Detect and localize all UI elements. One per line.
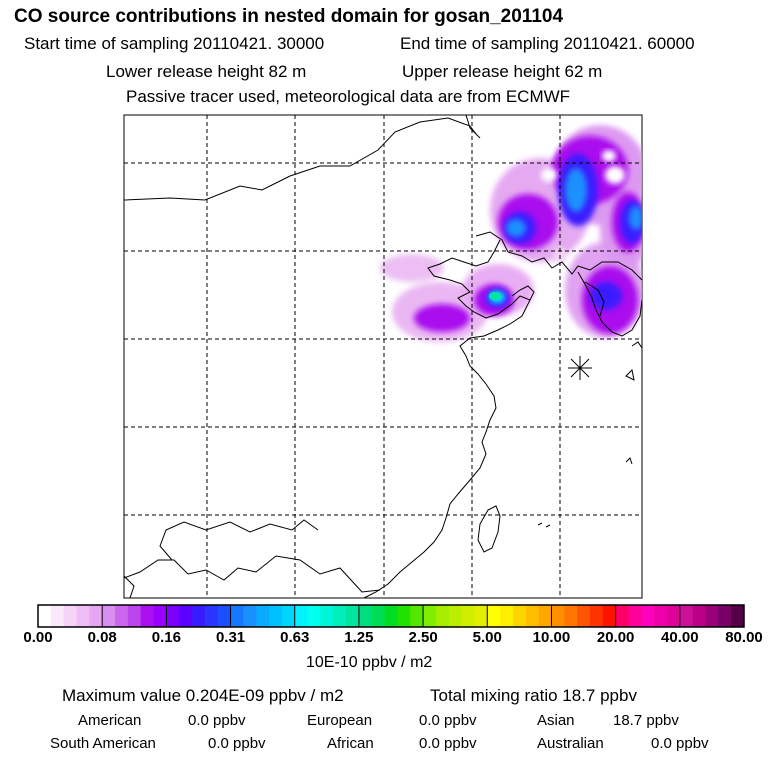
colorbar-cell: [384, 605, 398, 627]
colorbar-cell: [474, 605, 488, 627]
colorbar-tick-label: 10.00: [532, 629, 571, 646]
colorbar-cell: [115, 605, 129, 627]
colorbar-cell: [269, 605, 283, 627]
colorbar-cell: [192, 605, 206, 627]
colorbar-cell: [589, 605, 604, 627]
colorbar-tick-label: 0.16: [151, 629, 181, 646]
colorbar-cell: [500, 605, 514, 627]
colorbar-cell: [551, 605, 565, 627]
colorbar-tick-label: 2.50: [408, 629, 438, 646]
colorbar-cell: [217, 605, 231, 627]
colorbar-cell: [179, 605, 193, 627]
region-name: Australian: [537, 735, 604, 752]
region-value: 0.0 ppbv: [419, 735, 477, 752]
start-sampling-time: Start time of sampling 20110421. 30000: [24, 34, 325, 53]
colorbar-cell: [397, 605, 411, 627]
colorbar-tick-label: 1.25: [344, 629, 374, 646]
colorbar-cell: [435, 605, 450, 627]
region-value: 0.0 ppbv: [188, 712, 246, 729]
colorbar-cell: [166, 605, 180, 627]
colorbar-cell: [448, 605, 462, 627]
colorbar-cell: [654, 605, 668, 627]
colorbar-cell: [692, 605, 706, 627]
colorbar-cell: [602, 605, 617, 627]
region-name: American: [78, 712, 142, 729]
colorbar-cell: [538, 605, 552, 627]
taiwan-island: [477, 505, 501, 553]
coastlines: [124, 115, 642, 598]
colorbar-cell: [615, 605, 629, 627]
lower-release-height: Lower release height 82 m: [106, 62, 307, 81]
colorbar-cell: [153, 605, 167, 627]
colorbar: [37, 604, 745, 628]
colorbar-cell: [512, 605, 527, 627]
colorbar-tick-label: 0.08: [87, 629, 117, 646]
tracer-note: Passive tracer used, meteorological data…: [126, 87, 571, 106]
colorbar-unit: 10E-10 ppbv / m2: [306, 654, 433, 671]
colorbar-cell: [320, 605, 334, 627]
region-value: 0.0 ppbv: [651, 735, 709, 752]
colorbar-cell: [731, 605, 745, 627]
star-marker: [568, 356, 592, 380]
upper-release-height: Upper release height 62 m: [402, 62, 603, 81]
colorbar-cell: [307, 605, 321, 627]
colorbar-cell: [294, 605, 308, 627]
colorbar-tick-label: 80.00: [725, 629, 763, 646]
colorbar-frame: [37, 604, 745, 628]
lat-lon-grid: [124, 115, 642, 598]
colorbar-cell: [230, 605, 244, 627]
colorbar-tick-label: 5.00: [472, 629, 502, 646]
colorbar-cell: [281, 605, 296, 627]
colorbar-cell: [63, 605, 77, 627]
colorbar-cell: [89, 605, 103, 627]
region-value: 0.0 ppbv: [208, 735, 266, 752]
colorbar-cell: [371, 605, 385, 627]
region-value: 18.7 ppbv: [613, 712, 679, 729]
colorbar-cell: [577, 605, 591, 627]
plot-title: CO source contributions in nested domain…: [14, 6, 564, 27]
colorbar-tick-label: 0.31: [215, 629, 246, 646]
maximum-value: Maximum value 0.204E-09 ppbv / m2: [62, 686, 344, 705]
colorbar-cell: [461, 605, 475, 627]
region-name: African: [327, 735, 374, 752]
colorbar-cell: [346, 605, 360, 627]
colorbar-cell: [718, 605, 732, 627]
colorbar-cell: [243, 605, 257, 627]
colorbar-cell: [358, 605, 373, 627]
colorbar-cell: [256, 605, 270, 627]
colorbar-cell: [641, 605, 655, 627]
colorbar-cell: [410, 605, 424, 627]
island-fragments: [537, 341, 642, 528]
colorbar-cell: [50, 605, 65, 627]
region-name: European: [307, 712, 373, 729]
colorbar-cell: [333, 605, 347, 627]
colorbar-cell: [628, 605, 642, 627]
colorbar-cell: [76, 605, 90, 627]
colorbar-cell: [705, 605, 719, 627]
colorbar-cell: [204, 605, 219, 627]
region-name: South American: [50, 735, 156, 752]
colorbar-cell: [525, 605, 540, 627]
colorbar-cell: [487, 605, 501, 627]
colorbar-cell: [140, 605, 154, 627]
colorbar-cell: [127, 605, 142, 627]
region-value: 0.0 ppbv: [419, 712, 477, 729]
colorbar-cell: [38, 605, 52, 627]
colorbar-cell: [564, 605, 578, 627]
total-mixing-ratio: Total mixing ratio 18.7 ppbv: [430, 686, 637, 705]
colorbar-tick-label: 0.63: [280, 629, 310, 646]
colorbar-cell: [423, 605, 437, 627]
end-sampling-time: End time of sampling 20110421. 60000: [400, 34, 695, 53]
colorbar-cell: [679, 605, 694, 627]
colorbar-tick-label: 0.00: [23, 629, 53, 646]
concentration-field: [380, 125, 642, 342]
colorbar-tick-label: 20.00: [596, 629, 635, 646]
colorbar-cell: [666, 605, 681, 627]
colorbar-cell: [102, 605, 116, 627]
colorbar-tick-label: 40.00: [661, 629, 699, 646]
region-name: Asian: [537, 712, 575, 729]
